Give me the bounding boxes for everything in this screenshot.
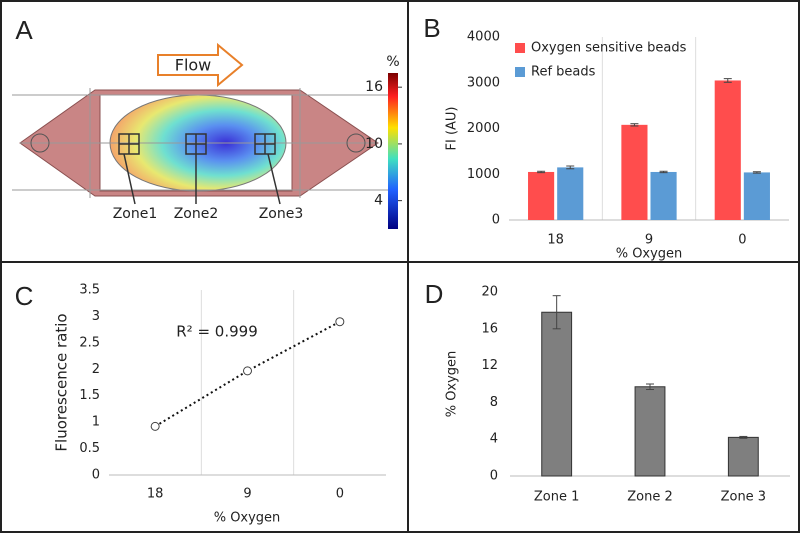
flow-label: Flow <box>175 56 212 75</box>
y-axis-label: % Oxygen <box>445 351 460 418</box>
x-tick-label: 9 <box>645 233 653 248</box>
y-axis-label: Fluorescence ratio <box>53 313 71 451</box>
y-axis-label: FI (AU) <box>445 107 460 151</box>
x-axis-label: % Oxygen <box>616 247 683 262</box>
y-tick-label: 0 <box>490 469 498 484</box>
colorbar-tick-label: 16 <box>365 79 383 95</box>
point <box>150 421 160 431</box>
panel-letter: D <box>425 279 444 309</box>
x-axis-label: % Oxygen <box>214 511 281 526</box>
zone-pointer <box>123 153 281 205</box>
x-tick-label: Zone 2 <box>627 490 673 505</box>
bar <box>621 124 648 220</box>
x-tick-label: 18 <box>147 487 164 502</box>
panel-letter: A <box>15 15 33 45</box>
panel-letter: B <box>423 13 440 43</box>
colorbar-tick-label: 4 <box>374 193 383 209</box>
y-tick-label: 0 <box>492 213 500 228</box>
y-tick-label: 1.5 <box>79 388 100 403</box>
point <box>243 366 252 376</box>
bar <box>528 171 555 220</box>
x-tick-label: 18 <box>547 233 564 248</box>
y-tick-label: 3 <box>92 309 100 324</box>
bar <box>714 80 741 221</box>
bar <box>541 311 573 477</box>
y-tick-label: 12 <box>481 358 498 373</box>
y-tick-label: 16 <box>481 321 498 336</box>
x-tick-label: Zone 1 <box>534 490 580 505</box>
y-tick-label: 0.5 <box>79 441 100 456</box>
zone-box <box>255 134 275 154</box>
zone-label: Zone2 <box>174 206 219 222</box>
bar <box>743 172 770 220</box>
x-tick-label: 9 <box>243 487 251 502</box>
y-tick-label: 2.5 <box>79 335 100 350</box>
port <box>30 133 50 153</box>
point <box>335 317 345 327</box>
y-tick-label: 8 <box>490 395 498 410</box>
colorbar-label: % <box>386 54 399 70</box>
y-tick-label: 0 <box>92 468 100 483</box>
y-tick-label: 4 <box>490 432 498 447</box>
x-tick-label: Zone 3 <box>721 490 767 505</box>
zone-box <box>186 134 206 154</box>
legend-label: Ref beads <box>531 65 596 80</box>
y-tick-label: 2000 <box>467 121 500 136</box>
chip-diagram: Flow Zone1 Zone2 Zone3 % <box>12 42 400 229</box>
legend-swatch <box>515 67 525 77</box>
y-tick-label: 20 <box>481 285 498 300</box>
x-tick-label: 0 <box>738 233 746 248</box>
bar <box>634 386 666 477</box>
flow-arrow <box>157 42 244 88</box>
bar <box>557 167 584 220</box>
bar <box>650 171 677 220</box>
y-tick-label: 2 <box>92 362 100 377</box>
legend-swatch <box>515 43 525 53</box>
y-tick-label: 3.5 <box>79 283 100 298</box>
zone-box <box>119 134 139 154</box>
panel-letter: C <box>15 281 34 311</box>
zone-label: Zone3 <box>259 206 304 222</box>
x-tick-label: 0 <box>336 487 344 502</box>
trendline <box>154 320 341 428</box>
legend-label: Oxygen sensitive beads <box>531 41 687 56</box>
port <box>346 133 366 153</box>
bar <box>727 436 759 477</box>
y-tick-label: 4000 <box>467 30 500 45</box>
annotation: R² = 0.999 <box>176 323 257 341</box>
colorbar <box>388 73 398 229</box>
y-tick-label: 3000 <box>467 75 500 90</box>
zone-label: Zone1 <box>113 206 158 222</box>
y-tick-label: 1000 <box>467 167 500 182</box>
y-tick-label: 1 <box>92 415 100 430</box>
colorbar-tick-label: 10 <box>365 136 383 152</box>
